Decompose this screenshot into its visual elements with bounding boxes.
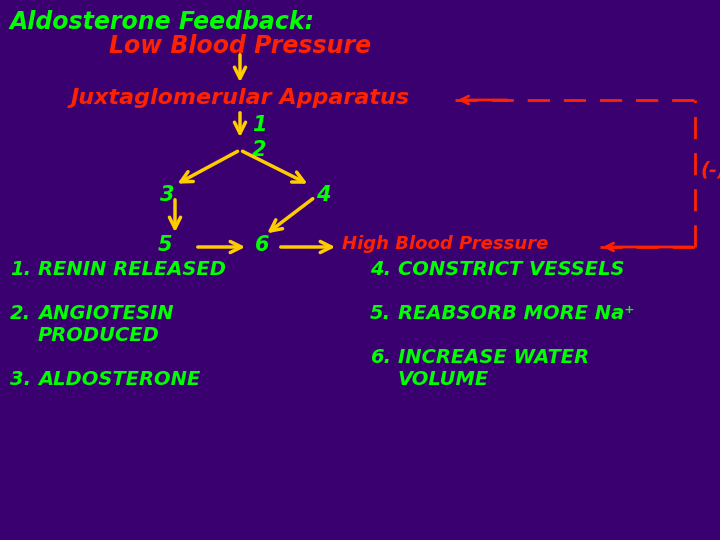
Text: Aldosterone Feedback:: Aldosterone Feedback: bbox=[10, 10, 315, 34]
Text: Juxtaglomerular Apparatus: Juxtaglomerular Apparatus bbox=[71, 88, 410, 108]
Text: 6.: 6. bbox=[370, 348, 391, 367]
Text: 6: 6 bbox=[255, 235, 269, 255]
Text: 2.: 2. bbox=[10, 304, 31, 323]
Text: 4.: 4. bbox=[370, 260, 391, 279]
Text: VOLUME: VOLUME bbox=[398, 370, 490, 389]
Text: INCREASE WATER: INCREASE WATER bbox=[398, 348, 589, 367]
Text: ANGIOTESIN: ANGIOTESIN bbox=[38, 304, 174, 323]
Text: High Blood Pressure: High Blood Pressure bbox=[342, 235, 549, 253]
Text: PRODUCED: PRODUCED bbox=[38, 326, 160, 345]
Text: 4: 4 bbox=[316, 185, 330, 205]
Text: REABSORB MORE Na⁺: REABSORB MORE Na⁺ bbox=[398, 304, 634, 323]
Text: Low Blood Pressure: Low Blood Pressure bbox=[109, 34, 371, 58]
Text: 3: 3 bbox=[160, 185, 174, 205]
Text: 1: 1 bbox=[252, 115, 266, 135]
Text: RENIN RELEASED: RENIN RELEASED bbox=[38, 260, 226, 279]
Text: 3.: 3. bbox=[10, 370, 31, 389]
Text: 2: 2 bbox=[252, 140, 266, 160]
Text: (-): (-) bbox=[700, 160, 720, 179]
Text: ALDOSTERONE: ALDOSTERONE bbox=[38, 370, 200, 389]
Text: 5: 5 bbox=[158, 235, 173, 255]
Text: 1.: 1. bbox=[10, 260, 31, 279]
Text: CONSTRICT VESSELS: CONSTRICT VESSELS bbox=[398, 260, 624, 279]
Text: 5.: 5. bbox=[370, 304, 391, 323]
